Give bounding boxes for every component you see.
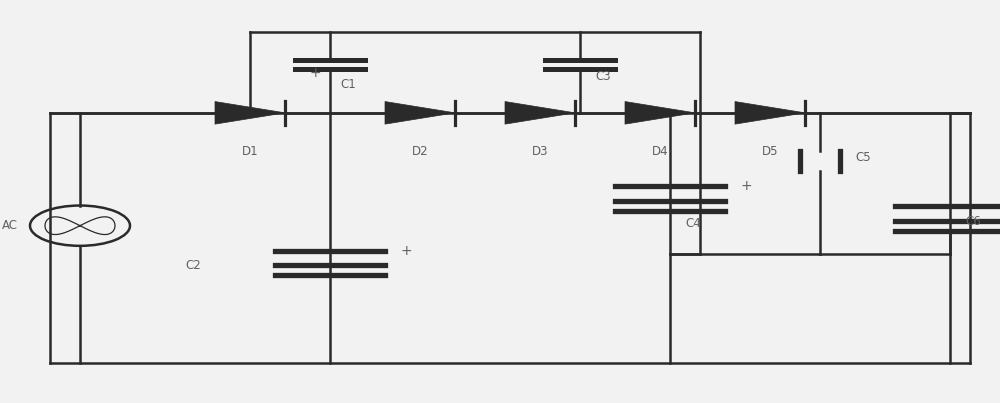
Text: C1: C1 (340, 78, 356, 91)
Text: AC: AC (2, 219, 18, 232)
Polygon shape (385, 102, 455, 124)
Polygon shape (625, 102, 695, 124)
Text: D4: D4 (652, 145, 668, 158)
Text: C2: C2 (185, 260, 201, 272)
Text: +: + (740, 179, 752, 193)
Polygon shape (735, 102, 805, 124)
Text: D3: D3 (532, 145, 548, 158)
Text: +: + (309, 66, 321, 79)
Text: C4: C4 (685, 217, 701, 230)
Text: D1: D1 (242, 145, 258, 158)
Text: D2: D2 (412, 145, 428, 158)
Polygon shape (505, 102, 575, 124)
Text: D5: D5 (762, 145, 778, 158)
Polygon shape (215, 102, 285, 124)
Text: +: + (400, 244, 412, 258)
Text: C3: C3 (595, 70, 611, 83)
Text: C6: C6 (965, 215, 981, 228)
Text: C5: C5 (855, 151, 871, 164)
